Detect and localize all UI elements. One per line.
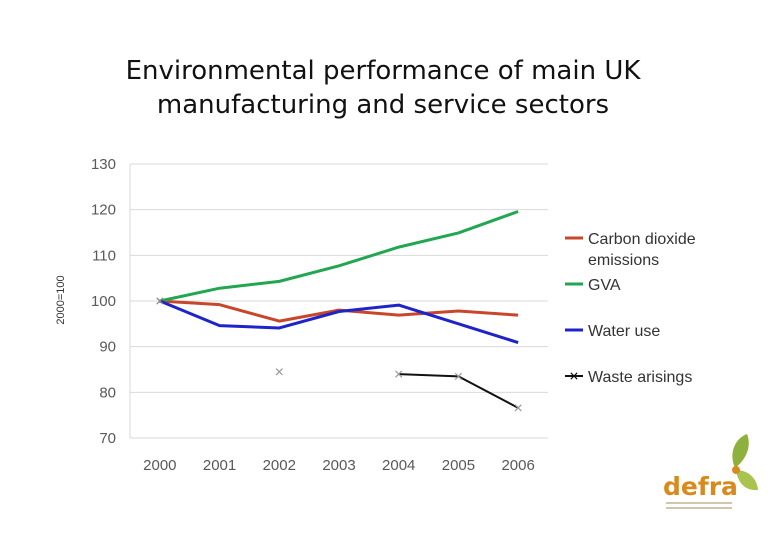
chart-title-line-2: manufacturing and service sectors — [156, 90, 610, 120]
y-tick-label: 90 — [99, 339, 116, 356]
y-tick-label: 70 — [99, 430, 116, 447]
data-point-waste-arisings — [454, 372, 463, 380]
legend-label-water-use: Water use — [588, 323, 660, 340]
legend: Carbon dioxide emissions GVA Water use Waste… — [565, 231, 696, 386]
legend-label-waste-arisings: Waste arisings — [588, 369, 692, 386]
x-tick-label: 2001 — [203, 457, 236, 474]
logo-wordmark: defra — [663, 472, 738, 501]
y-tick-label: 100 — [91, 293, 116, 310]
data-point-waste-arisings — [275, 368, 283, 376]
y-tick-label: 80 — [99, 384, 116, 401]
data-point-waste-arisings — [156, 297, 164, 305]
data-point-waste-arisings — [514, 404, 522, 412]
legend-marker-waste-arisings — [570, 372, 578, 380]
y-tick-label: 120 — [91, 202, 116, 219]
x-tick-label: 2005 — [442, 457, 475, 474]
x-tick-label: 2003 — [322, 457, 355, 474]
legend-label-gva: GVA — [588, 277, 621, 294]
leaf-icon — [732, 434, 758, 491]
series-lines — [156, 210, 522, 412]
y-tick-label: 130 — [91, 156, 116, 173]
x-tick-label: 2000 — [143, 457, 176, 474]
series-line-gva — [159, 210, 519, 303]
x-tick-label: 2004 — [382, 457, 415, 474]
legend-label-carbon-dioxide-emissions: emissions — [588, 252, 659, 269]
y-tick-label: 110 — [92, 247, 116, 264]
series-line-water-use — [159, 299, 519, 344]
y-axis-label: 2000=100 — [55, 275, 67, 324]
gridlines — [129, 163, 548, 439]
x-tick-labels: 2000 2001 2002 2003 2004 2005 2006 — [143, 457, 535, 474]
chart-title-line-1: Environmental performance of main UK — [125, 56, 641, 86]
data-point-waste-arisings — [395, 370, 403, 378]
x-tick-label: 2002 — [263, 457, 296, 474]
x-tick-label: 2006 — [501, 457, 534, 474]
chart-title: Environmental performance of main UK man… — [0, 54, 766, 122]
y-tick-labels: 70 80 90 100 110 120 130 — [91, 156, 116, 447]
legend-label-carbon-dioxide-emissions: Carbon dioxide — [588, 231, 696, 248]
